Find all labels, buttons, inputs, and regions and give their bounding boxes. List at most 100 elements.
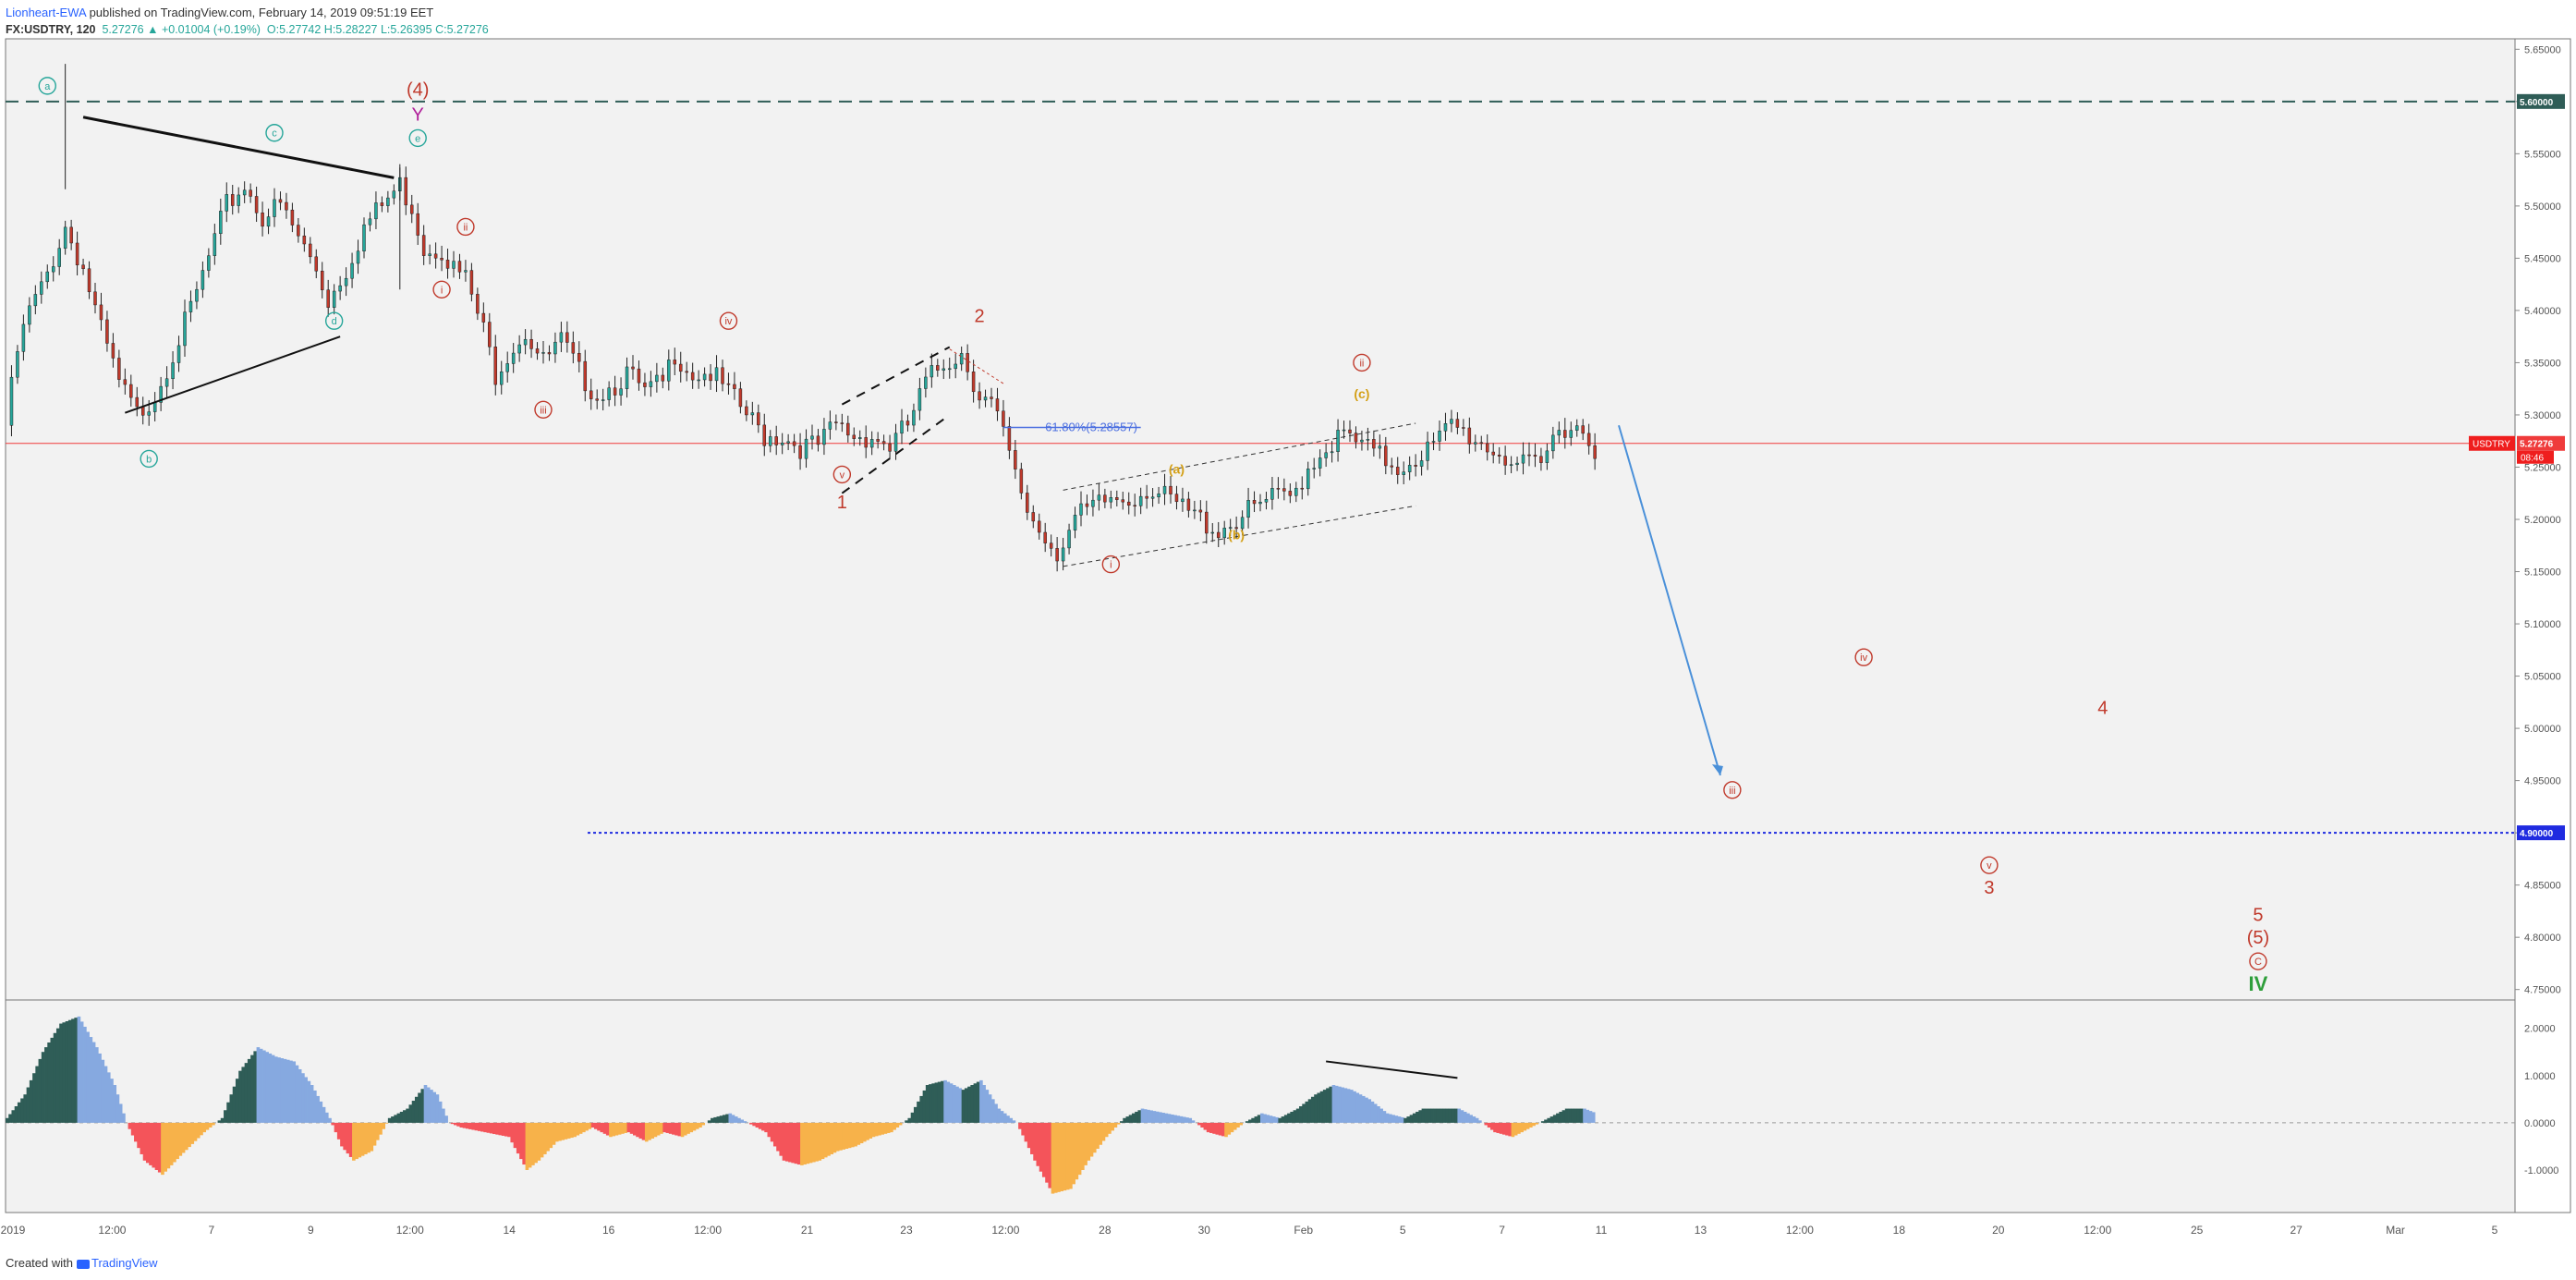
osc-bar [1406,1116,1411,1123]
osc-bar [1513,1122,1518,1136]
osc-bar [74,1018,78,1123]
candle-body [930,365,934,378]
osc-bar [157,1122,162,1173]
candle-body [601,399,605,401]
author-link[interactable]: Lionheart-EWA [6,6,86,19]
osc-bar [1520,1122,1524,1133]
candle-body [1509,464,1513,466]
candle-body [869,439,874,448]
candle-body [774,436,778,445]
osc-bar [217,1120,222,1123]
osc-bar [886,1122,891,1133]
osc-bar [1525,1122,1530,1129]
candle-body [1174,494,1179,503]
osc-bar [277,1057,281,1123]
osc-bar [1568,1108,1572,1123]
candle-body [1246,500,1250,518]
wave-label-circle [1980,856,1999,874]
osc-bar [1489,1122,1494,1130]
wave-label: IV [2249,972,2268,995]
osc-bar [626,1122,631,1133]
osc-bar [1140,1108,1145,1123]
tradingview-brand-link[interactable]: TradingView [91,1256,158,1270]
candle-body [816,435,820,445]
osc-bar [641,1122,646,1140]
candle-body [476,294,480,314]
osc-bar [561,1122,565,1140]
candle-body [1521,454,1525,464]
osc-bar [516,1122,520,1154]
y-tick-label: 5.35000 [2524,358,2561,369]
fib-label: 61.80%(5.28557) [1045,420,1137,433]
osc-bar [59,1023,63,1123]
osc-bar [546,1122,550,1152]
footer-created-with: Created with [6,1256,73,1270]
osc-bar [994,1103,998,1123]
candle-body [912,409,916,426]
osc-bar [140,1122,144,1154]
osc-bar [420,1089,425,1123]
wave-label: 3 [1984,878,1994,898]
osc-bar [224,1110,227,1123]
osc-bar [1346,1089,1351,1123]
candle-body [535,348,540,354]
candle-body [1181,498,1185,503]
osc-bar [340,1122,344,1147]
osc-bar [758,1122,762,1129]
candle-body [786,441,790,444]
candle-body [1055,548,1059,562]
osc-bar [1041,1122,1046,1177]
osc-bar [188,1122,191,1148]
osc-bar [110,1079,114,1123]
wave-label-circle [265,124,284,142]
candle-body [297,225,300,237]
osc-bar [823,1122,828,1158]
wave-label: v [840,469,845,481]
osc-bar [115,1094,120,1123]
osc-bar [507,1122,511,1138]
osc-bar [624,1122,627,1133]
osc-bar [169,1122,174,1165]
x-tick-label: 16 [602,1224,615,1237]
candle-body [1306,469,1310,490]
osc-bar [268,1053,273,1123]
osc-bar [1440,1108,1443,1123]
osc-bar [241,1067,246,1123]
osc-bar [1069,1122,1073,1189]
osc-bar [38,1058,43,1123]
candle-body [978,391,981,401]
candle-body [213,233,217,256]
osc-bar [161,1122,164,1176]
osc-bar [289,1060,293,1123]
osc-bar [725,1114,729,1123]
osc-bar [934,1082,939,1123]
osc-bar [232,1086,237,1123]
candle-body [278,199,283,203]
osc-bar [322,1106,326,1123]
osc-bar [459,1122,464,1128]
osc-bar [1200,1122,1204,1128]
wave-label-circle [2249,952,2267,970]
osc-bar [784,1122,789,1162]
osc-bar [176,1122,179,1160]
osc-bar [1391,1115,1395,1123]
osc-bar [1436,1108,1440,1123]
osc-bar [471,1122,476,1130]
osc-bar [578,1122,583,1134]
x-tick-label: 5 [2492,1224,2498,1237]
osc-bar [355,1122,358,1160]
osc-bar [178,1122,183,1156]
osc-bar [304,1077,308,1123]
candle-body [51,266,55,273]
y-tick-label: 4.85000 [2524,881,2561,892]
candle-body [302,235,307,245]
candle-body [1581,425,1585,434]
osc-bar [937,1081,942,1123]
osc-y-tick-label: 0.0000 [2524,1118,2556,1129]
osc-bar [1120,1121,1124,1123]
candle-body [577,352,581,362]
wave-label: 2 [975,307,985,327]
candle-body [344,277,348,286]
candle-body [1138,495,1143,506]
